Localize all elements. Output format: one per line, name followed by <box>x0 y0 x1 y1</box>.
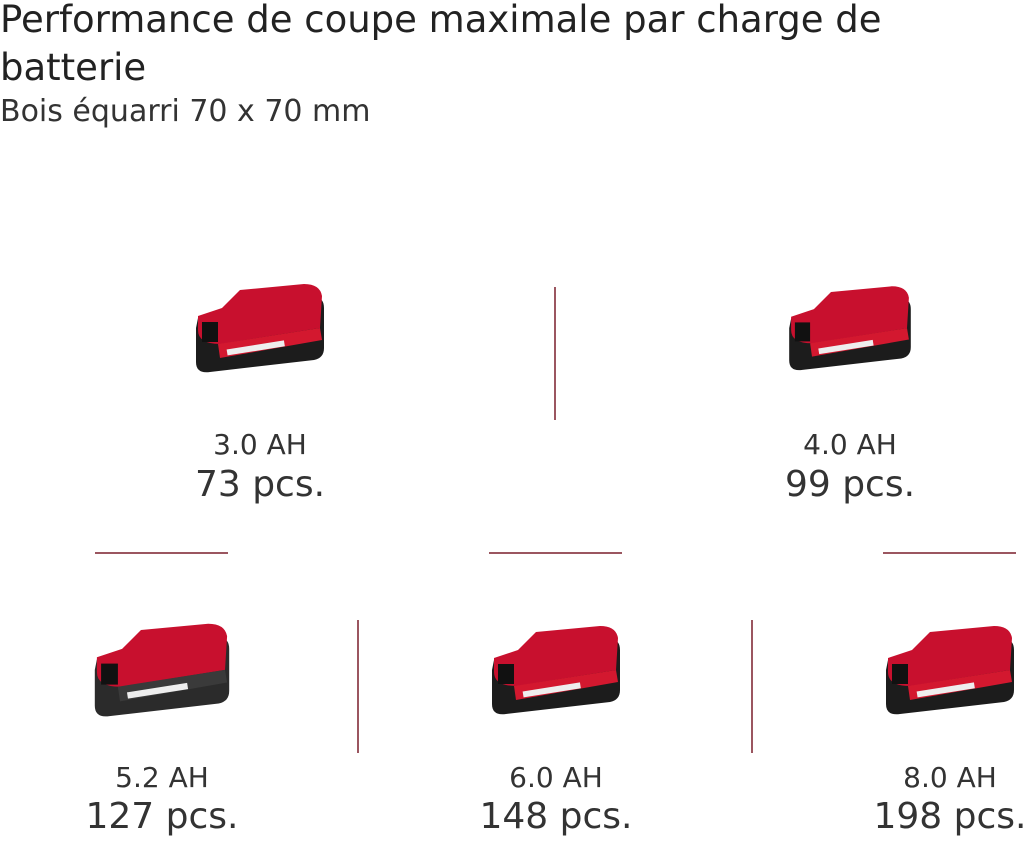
battery-label <box>226 340 285 356</box>
battery-top <box>198 284 322 344</box>
title: Performance de coupe maximale par charge… <box>0 0 882 89</box>
battery-label <box>522 682 581 698</box>
battery-label <box>818 339 874 355</box>
battery-latch <box>794 322 811 342</box>
dividers <box>95 287 1016 753</box>
battery-top <box>96 623 228 687</box>
capacity: 8.0 AH <box>903 761 997 794</box>
battery-image <box>789 286 911 371</box>
capacity: 4.0 AH <box>803 428 897 461</box>
battery-label <box>916 682 975 698</box>
battery-top <box>494 626 618 686</box>
battery-latch <box>101 663 118 685</box>
cut-count: 99 pcs. <box>784 464 916 505</box>
capacity: 5.2 AH <box>115 761 209 794</box>
capacity: 6.0 AH <box>509 761 603 794</box>
subtitle: Bois équarri 70 x 70 mm <box>0 94 371 129</box>
cut-count: 198 pcs. <box>873 796 1024 837</box>
battery-image <box>492 626 620 715</box>
cut-count: 127 pcs. <box>85 796 239 837</box>
battery-image <box>196 284 324 373</box>
battery-label <box>126 682 189 699</box>
battery-top <box>888 626 1012 686</box>
battery-image <box>94 623 230 717</box>
battery-image <box>886 626 1014 715</box>
battery-latch <box>498 664 514 684</box>
battery-top <box>791 286 909 344</box>
capacity: 3.0 AH <box>213 428 307 461</box>
battery-latch <box>892 664 908 684</box>
cut-count: 148 pcs. <box>479 796 633 837</box>
cut-count: 73 pcs. <box>194 464 326 505</box>
battery-latch <box>202 322 218 342</box>
